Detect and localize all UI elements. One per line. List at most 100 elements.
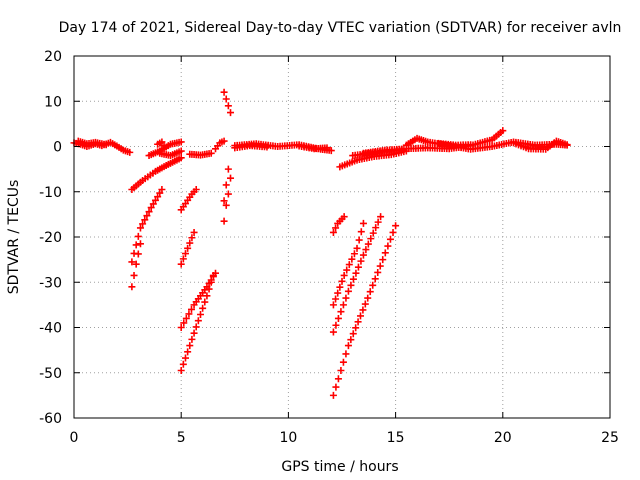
data-point (203, 292, 211, 300)
data-point (356, 312, 364, 320)
data-point (227, 174, 235, 182)
data-point (209, 271, 217, 279)
y-tick-label: -60 (39, 411, 62, 427)
data-point (359, 251, 367, 259)
series-arc-7 (186, 149, 215, 159)
data-point (340, 213, 348, 221)
data-point (177, 147, 185, 155)
data-point (184, 348, 192, 356)
data-point (158, 138, 166, 146)
series-arc-22 (329, 219, 367, 309)
data-point (329, 301, 337, 309)
data-point (376, 262, 384, 270)
data-point (263, 143, 271, 151)
axis-ticks: 0 5 10 15 20 25 -60 -50 -40 -30 -20 -10 0 10 20 (39, 49, 619, 446)
data-point (355, 236, 363, 244)
data-point (352, 269, 360, 277)
x-tick-label: 10 (279, 430, 297, 446)
data-point (392, 222, 400, 230)
data-point (220, 217, 228, 225)
data-point (359, 306, 367, 314)
data-point (177, 260, 185, 268)
data-point (354, 318, 362, 326)
data-point (128, 258, 136, 266)
data-point (182, 314, 190, 322)
data-point (323, 144, 331, 152)
data-point (349, 275, 357, 283)
data-point (179, 360, 187, 368)
data-point (134, 232, 142, 240)
data-point (349, 330, 357, 338)
data-point (379, 256, 387, 264)
data-point (340, 271, 348, 279)
data-point (364, 240, 372, 248)
series-arc-3 (128, 154, 185, 193)
data-points (70, 88, 571, 399)
data-point (188, 335, 196, 343)
x-tick-label: 0 (70, 430, 79, 446)
data-point (185, 310, 193, 318)
data-point (220, 137, 228, 145)
series-arc-2 (74, 137, 110, 149)
data-point (177, 366, 185, 374)
x-tick-label: 25 (601, 430, 619, 446)
data-point (188, 234, 196, 242)
data-point (227, 109, 235, 117)
data-point (139, 220, 147, 228)
grid-lines (74, 56, 610, 418)
data-point (348, 255, 356, 263)
data-point (132, 241, 140, 249)
x-tick-label: 15 (387, 430, 405, 446)
data-point (102, 141, 110, 149)
data-point (147, 204, 155, 212)
data-point (205, 285, 213, 293)
data-point (342, 350, 350, 358)
data-point (354, 263, 362, 271)
data-point (224, 190, 232, 198)
y-tick-label: -50 (39, 366, 62, 382)
data-point (366, 288, 374, 296)
series-arc-21 (329, 213, 348, 236)
data-point (332, 295, 340, 303)
data-point (145, 208, 153, 216)
data-point (367, 235, 375, 243)
series-arc-20 (220, 165, 232, 205)
series-arc-15 (177, 185, 200, 214)
data-point (347, 336, 355, 344)
y-tick-label: -10 (39, 185, 62, 201)
data-point (371, 275, 379, 283)
y-tick-label: -40 (39, 321, 62, 337)
data-point (364, 294, 372, 302)
data-point (332, 224, 340, 232)
data-point (179, 255, 187, 263)
data-point (192, 185, 200, 193)
y-tick-label: 0 (53, 140, 62, 156)
series-arc-12 (295, 142, 331, 153)
data-point (149, 200, 157, 208)
data-point (190, 228, 198, 236)
data-point (143, 212, 151, 220)
data-point (337, 366, 345, 374)
data-point (158, 185, 166, 193)
x-tick-label: 20 (494, 430, 512, 446)
data-point (222, 95, 230, 103)
data-point (386, 235, 394, 243)
data-point (347, 281, 355, 289)
data-point (199, 304, 207, 312)
data-point (334, 375, 342, 383)
data-point (177, 138, 185, 146)
x-tick-label: 5 (177, 430, 186, 446)
data-point (126, 148, 134, 156)
data-point (329, 228, 337, 236)
data-point (357, 228, 365, 236)
data-point (369, 281, 377, 289)
data-point (332, 321, 340, 329)
y-tick-label: -30 (39, 275, 62, 291)
series-arc-14 (128, 240, 144, 291)
data-point (134, 250, 142, 258)
data-point (128, 283, 136, 291)
data-point (384, 242, 392, 250)
series-arc-6 (154, 138, 168, 150)
data-point (181, 354, 189, 362)
